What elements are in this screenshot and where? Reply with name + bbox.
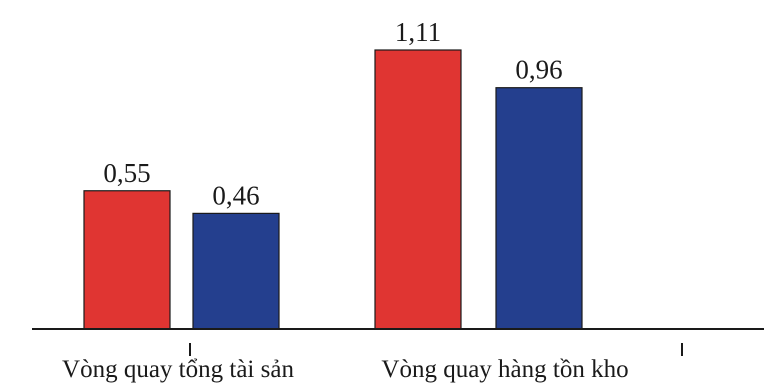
value-labels-layer: 0,55 0,46 1,11 0,96 [103, 17, 562, 210]
x-axis-ticks [189, 343, 683, 356]
bars-layer [83, 49, 583, 330]
bar-series1-cat2 [374, 49, 462, 330]
value-label-series1-cat2: 1,11 [395, 17, 441, 47]
value-label-series2-cat2: 0,96 [515, 55, 562, 85]
value-label-series2-cat1: 0,46 [212, 180, 259, 210]
bar-series2-cat1 [192, 212, 280, 330]
category-label-2: Vòng quay hàng tồn kho [381, 356, 628, 383]
category-labels-layer: Vòng quay tổng tài sản Vòng quay hàng tồn… [62, 356, 629, 383]
bar-series2-cat2 [495, 87, 583, 330]
bar-series1-cat1 [83, 190, 171, 330]
value-label-series1-cat1: 0,55 [103, 158, 150, 188]
category-label-1: Vòng quay tổng tài sản [62, 356, 294, 383]
